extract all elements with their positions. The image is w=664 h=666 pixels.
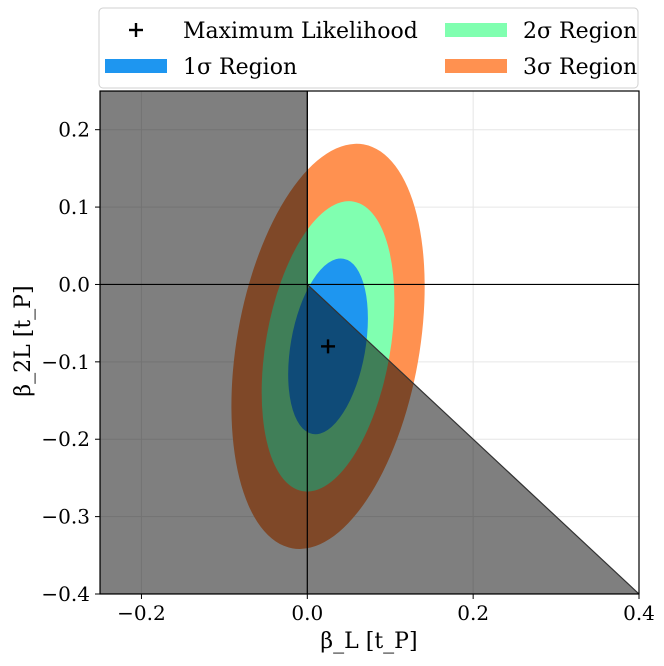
plot-frame [99,90,640,595]
excluded-region [100,91,639,594]
y-tick-label: −0.1 [41,350,90,374]
legend-swatch [105,59,167,73]
x-tick-label: 0.0 [291,601,323,625]
legend-swatch [445,23,507,37]
y-tick-label: 0.1 [58,195,90,219]
y-axis-label: β_2L [t_P] [11,285,36,396]
x-tick-label: −0.2 [117,601,166,625]
max-likelihood-layer [321,339,336,354]
legend-label: 3σ Region [523,55,637,80]
x-axis-ticks: −0.2 0.0 0.2 0.4 [117,594,655,625]
legend-entry: Maximum Likelihood [129,19,418,44]
legend-swatch [445,59,507,73]
y-tick-label: −0.3 [41,505,90,529]
reference-lines [100,91,639,594]
legend-label: 2σ Region [523,19,637,44]
x-axis-label: β_L [t_P] [320,629,417,654]
excluded-region-layer [100,91,639,594]
legend-label: 1σ Region [183,55,297,80]
y-tick-label: −0.2 [41,427,90,451]
legend-entry: 1σ Region [105,55,297,80]
x-tick-label: 0.4 [623,601,655,625]
legend-entry: 3σ Region [445,55,637,80]
y-axis-ticks: −0.4 −0.3 −0.2 −0.1 0.0 0.1 0.2 [41,118,100,606]
y-tick-label: −0.4 [41,582,90,606]
legend-label: Maximum Likelihood [183,19,418,44]
x-tick-label: 0.2 [457,601,489,625]
max-likelihood-marker [321,339,336,354]
y-tick-label: 0.0 [58,272,90,296]
legend: Maximum Likelihood 2σ Region 1σ Region 3σ R… [98,7,639,89]
y-tick-label: 0.2 [58,118,90,142]
legend-entry: 2σ Region [445,19,637,44]
